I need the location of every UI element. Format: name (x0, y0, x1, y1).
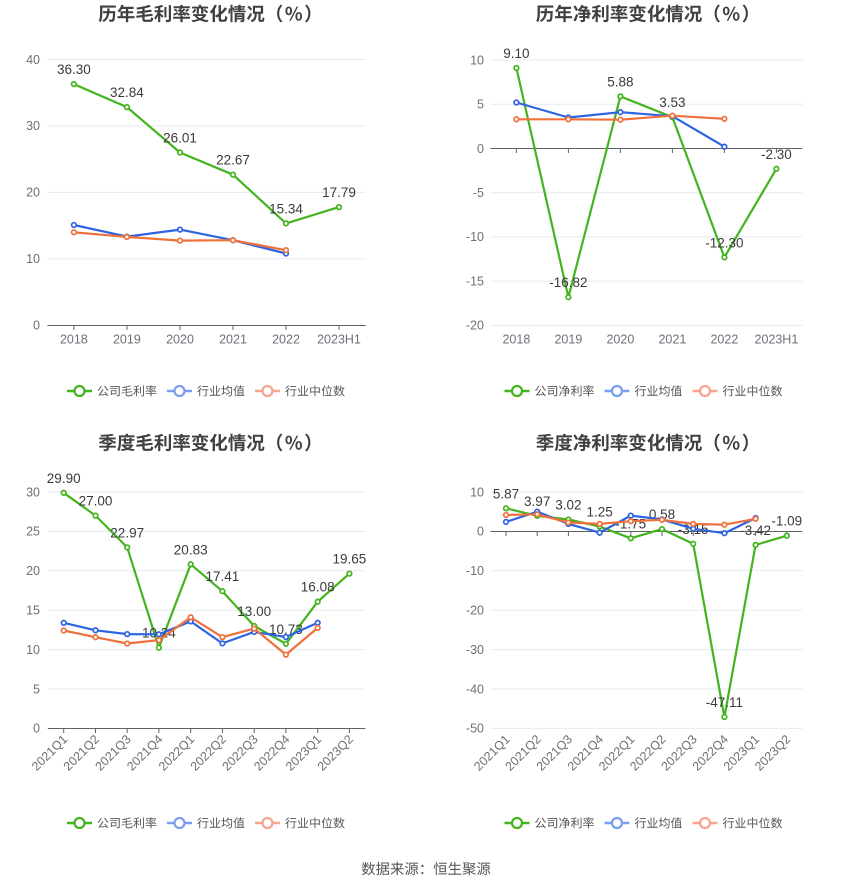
svg-text:25: 25 (26, 525, 40, 539)
svg-text:32.84: 32.84 (110, 85, 144, 100)
svg-text:5.87: 5.87 (493, 486, 519, 501)
svg-text:29.90: 29.90 (47, 471, 81, 486)
svg-text:2020: 2020 (166, 333, 194, 347)
svg-text:3.97: 3.97 (524, 494, 550, 509)
svg-text:-20: -20 (466, 319, 484, 333)
svg-text:27.00: 27.00 (79, 494, 113, 509)
svg-text:-47.11: -47.11 (706, 695, 743, 710)
svg-text:2020: 2020 (606, 333, 634, 347)
svg-text:19.65: 19.65 (333, 552, 367, 567)
svg-text:-10: -10 (466, 230, 484, 244)
svg-text:10: 10 (470, 53, 484, 67)
svg-text:9.10: 9.10 (503, 46, 529, 61)
svg-text:10: 10 (26, 643, 40, 657)
svg-text:36.30: 36.30 (57, 62, 91, 77)
svg-text:0: 0 (33, 319, 40, 333)
svg-text:0: 0 (33, 722, 40, 736)
svg-text:26.01: 26.01 (163, 131, 197, 146)
svg-text:30: 30 (26, 485, 40, 499)
svg-text:-40: -40 (466, 682, 484, 696)
svg-text:2023H1: 2023H1 (755, 333, 799, 347)
svg-text:-50: -50 (466, 722, 484, 736)
svg-text:-5: -5 (473, 186, 484, 200)
svg-text:-1.09: -1.09 (771, 514, 802, 529)
svg-text:-3.42: -3.42 (740, 523, 771, 538)
svg-text:2021: 2021 (658, 333, 686, 347)
svg-text:10: 10 (470, 485, 484, 499)
svg-text:0: 0 (477, 142, 484, 156)
svg-text:1.25: 1.25 (586, 505, 612, 520)
svg-text:15.34: 15.34 (269, 201, 303, 216)
svg-text:-30: -30 (466, 643, 484, 657)
svg-text:5: 5 (477, 98, 484, 112)
svg-text:-10: -10 (466, 564, 484, 578)
svg-text:2019: 2019 (554, 333, 582, 347)
svg-text:2018: 2018 (502, 333, 530, 347)
svg-text:40: 40 (26, 53, 40, 67)
svg-text:22.97: 22.97 (110, 525, 144, 540)
svg-text:0: 0 (477, 525, 484, 539)
svg-text:-15: -15 (466, 274, 484, 288)
svg-text:17.79: 17.79 (322, 185, 356, 200)
svg-text:5.88: 5.88 (607, 74, 633, 89)
svg-text:22.67: 22.67 (216, 153, 250, 168)
svg-text:13.00: 13.00 (237, 604, 271, 619)
svg-text:2021: 2021 (219, 333, 247, 347)
svg-text:-2.30: -2.30 (761, 147, 792, 162)
svg-text:15: 15 (26, 604, 40, 618)
svg-text:20: 20 (26, 186, 40, 200)
svg-text:2022: 2022 (710, 333, 738, 347)
svg-text:20: 20 (26, 564, 40, 578)
svg-text:3.02: 3.02 (555, 498, 581, 513)
svg-text:2018: 2018 (60, 333, 88, 347)
svg-text:2022: 2022 (272, 333, 300, 347)
svg-text:16.08: 16.08 (301, 580, 335, 595)
svg-text:-16.82: -16.82 (549, 275, 587, 290)
svg-text:10: 10 (26, 252, 40, 266)
svg-text:17.41: 17.41 (206, 569, 240, 584)
svg-text:2023H1: 2023H1 (317, 333, 361, 347)
svg-text:3.53: 3.53 (659, 95, 685, 110)
svg-text:2019: 2019 (113, 333, 141, 347)
svg-text:5: 5 (33, 682, 40, 696)
svg-text:20.83: 20.83 (174, 542, 208, 557)
svg-text:-12.30: -12.30 (705, 235, 743, 250)
svg-text:-20: -20 (466, 604, 484, 618)
svg-text:30: 30 (26, 119, 40, 133)
